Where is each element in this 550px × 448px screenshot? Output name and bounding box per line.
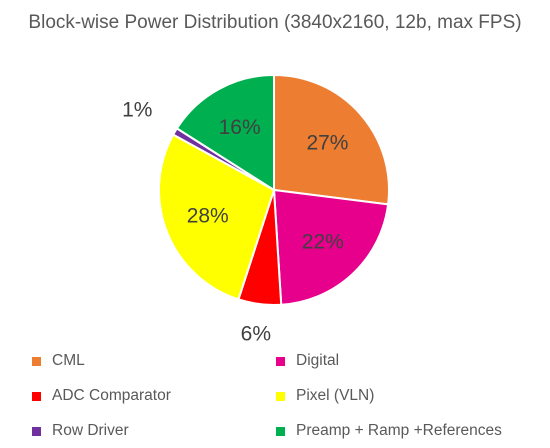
chart-title: Block-wise Power Distribution (3840x2160… — [28, 12, 522, 33]
legend-swatch — [32, 426, 41, 436]
legend-label: ADC Comparator — [52, 387, 171, 404]
data-label: 28% — [187, 205, 229, 228]
legend-item-adc-comparator: ADC Comparator — [32, 384, 276, 408]
legend-item-row-driver: Row Driver — [32, 419, 276, 443]
legend-swatch — [276, 391, 285, 401]
pie-slice-preamp-ramp-references — [175, 73, 275, 192]
legend-label: CML — [52, 352, 85, 369]
pie-slice-digital — [272, 188, 390, 306]
legend-item-cml: CML — [32, 349, 276, 373]
data-label: 6% — [241, 322, 271, 345]
legend-swatch — [32, 356, 41, 366]
legend-swatch — [32, 391, 41, 401]
data-label: 16% — [219, 116, 261, 139]
legend-swatch — [276, 356, 285, 366]
data-label: 27% — [306, 131, 348, 154]
pie-slice-cml — [273, 73, 390, 206]
legend-label: Preamp + Ramp +References — [296, 422, 502, 439]
legend-label: Row Driver — [52, 422, 129, 439]
data-label: 1% — [122, 98, 152, 121]
legend-swatch — [276, 426, 285, 436]
legend-label: Pixel (VLN) — [296, 387, 375, 404]
legend-item-preamp-ramp-references: Preamp + Ramp +References — [276, 419, 542, 443]
legend-item-pixel-vln: Pixel (VLN) — [276, 384, 542, 408]
legend-label: Digital — [296, 352, 340, 369]
legend: CML Digital ADC Comparator Pixel (VLN) R… — [32, 349, 542, 443]
legend-item-digital: Digital — [276, 349, 542, 373]
pie-slice-pixel-vln — [158, 133, 276, 301]
data-label: 22% — [302, 230, 344, 253]
